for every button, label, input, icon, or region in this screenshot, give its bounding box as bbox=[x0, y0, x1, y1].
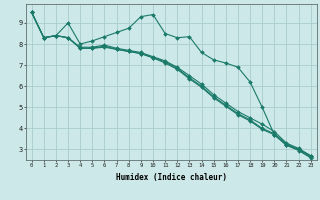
X-axis label: Humidex (Indice chaleur): Humidex (Indice chaleur) bbox=[116, 173, 227, 182]
